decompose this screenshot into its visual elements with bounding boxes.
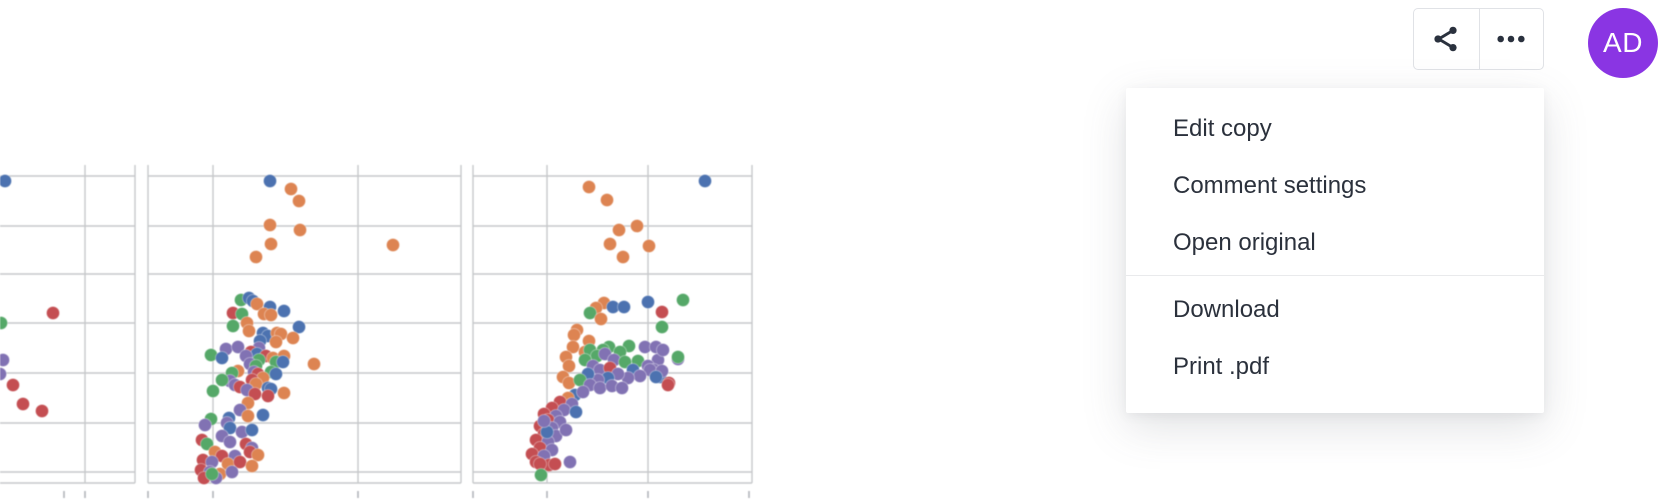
share-icon: [1431, 24, 1461, 54]
avatar[interactable]: AD: [1588, 8, 1658, 78]
share-button[interactable]: [1414, 9, 1479, 69]
context-menu: Edit copy Comment settings Open original Do…: [1126, 88, 1544, 413]
scatter-matrix-figure: [0, 165, 753, 498]
menu-item-print-pdf[interactable]: Print .pdf: [1173, 353, 1270, 380]
toolbar: [1413, 8, 1544, 70]
more-options-button[interactable]: [1478, 9, 1544, 69]
ellipsis-icon: [1494, 24, 1528, 54]
menu-item-comment-settings[interactable]: Comment settings: [1173, 172, 1367, 199]
menu-item-download[interactable]: Download: [1173, 296, 1280, 323]
menu-divider: [1126, 275, 1544, 276]
menu-item-edit-copy[interactable]: Edit copy: [1173, 115, 1272, 142]
menu-item-open-original[interactable]: Open original: [1173, 229, 1316, 256]
